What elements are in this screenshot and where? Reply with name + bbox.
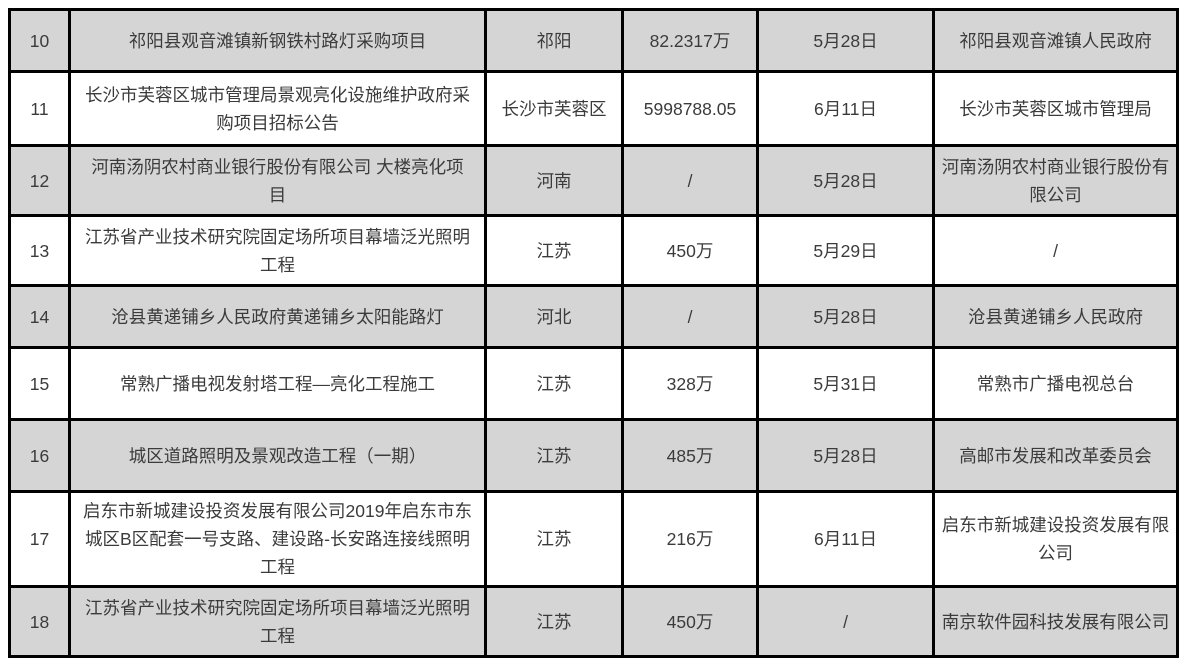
cell-row-number: 10 xyxy=(8,8,71,73)
cell-row-number: 17 xyxy=(8,490,71,588)
table-row: 10 祁阳县观音滩镇新钢铁村路灯采购项目 祁阳 82.2317万 5月28日 祁… xyxy=(8,8,1179,73)
cell-amount: 450万 xyxy=(621,585,759,658)
table-body: 10 祁阳县观音滩镇新钢铁村路灯采购项目 祁阳 82.2317万 5月28日 祁… xyxy=(8,8,1179,658)
cell-date: 5月29日 xyxy=(756,214,935,287)
table-row: 13 江苏省产业技术研究院固定场所项目幕墙泛光照明工程 江苏 450万 5月29… xyxy=(8,214,1179,287)
cell-row-number: 13 xyxy=(8,214,71,287)
cell-region: 江苏 xyxy=(484,346,624,421)
cell-row-number: 14 xyxy=(8,284,71,349)
cell-amount: 450万 xyxy=(621,214,759,287)
cell-project-name: 沧县黄递铺乡人民政府黄递铺乡太阳能路灯 xyxy=(68,284,487,349)
cell-row-number: 16 xyxy=(8,418,71,493)
cell-project-name: 河南汤阴农村商业银行股份有限公司 大楼亮化项目 xyxy=(68,144,487,217)
table-row: 17 启东市新城建设投资发展有限公司2019年启东市东城区B区配套一号支路、建设… xyxy=(8,490,1179,588)
cell-amount: 82.2317万 xyxy=(621,8,759,73)
cell-organization: 高邮市发展和改革委员会 xyxy=(932,418,1179,493)
cell-project-name: 城区道路照明及景观改造工程（一期） xyxy=(68,418,487,493)
cell-row-number: 15 xyxy=(8,346,71,421)
procurement-table: 10 祁阳县观音滩镇新钢铁村路灯采购项目 祁阳 82.2317万 5月28日 祁… xyxy=(8,8,1179,658)
cell-row-number: 18 xyxy=(8,585,71,658)
cell-date: 6月11日 xyxy=(756,70,935,147)
cell-organization: / xyxy=(932,214,1179,287)
cell-date: 5月28日 xyxy=(756,144,935,217)
cell-region: 河南 xyxy=(484,144,624,217)
cell-region: 江苏 xyxy=(484,490,624,588)
cell-amount: 216万 xyxy=(621,490,759,588)
cell-organization: 南京软件园科技发展有限公司 xyxy=(932,585,1179,658)
cell-region: 河北 xyxy=(484,284,624,349)
table-row: 15 常熟广播电视发射塔工程—亮化工程施工 江苏 328万 5月31日 常熟市广… xyxy=(8,346,1179,421)
cell-region: 江苏 xyxy=(484,418,624,493)
cell-date: 5月31日 xyxy=(756,346,935,421)
cell-project-name: 常熟广播电视发射塔工程—亮化工程施工 xyxy=(68,346,487,421)
cell-region: 江苏 xyxy=(484,585,624,658)
cell-date: 6月11日 xyxy=(756,490,935,588)
cell-row-number: 11 xyxy=(8,70,71,147)
cell-row-number: 12 xyxy=(8,144,71,217)
cell-organization: 祁阳县观音滩镇人民政府 xyxy=(932,8,1179,73)
table-row: 16 城区道路照明及景观改造工程（一期） 江苏 485万 5月28日 高邮市发展… xyxy=(8,418,1179,493)
cell-region: 祁阳 xyxy=(484,8,624,73)
cell-region: 江苏 xyxy=(484,214,624,287)
cell-project-name: 祁阳县观音滩镇新钢铁村路灯采购项目 xyxy=(68,8,487,73)
cell-amount: 485万 xyxy=(621,418,759,493)
cell-date: 5月28日 xyxy=(756,8,935,73)
cell-organization: 常熟市广播电视总台 xyxy=(932,346,1179,421)
table-row: 12 河南汤阴农村商业银行股份有限公司 大楼亮化项目 河南 / 5月28日 河南… xyxy=(8,144,1179,217)
cell-amount: 328万 xyxy=(621,346,759,421)
table-row: 14 沧县黄递铺乡人民政府黄递铺乡太阳能路灯 河北 / 5月28日 沧县黄递铺乡… xyxy=(8,284,1179,349)
cell-project-name: 江苏省产业技术研究院固定场所项目幕墙泛光照明工程 xyxy=(68,585,487,658)
cell-project-name: 江苏省产业技术研究院固定场所项目幕墙泛光照明工程 xyxy=(68,214,487,287)
cell-organization: 长沙市芙蓉区城市管理局 xyxy=(932,70,1179,147)
cell-organization: 沧县黄递铺乡人民政府 xyxy=(932,284,1179,349)
cell-date: / xyxy=(756,585,935,658)
cell-amount: 5998788.05 xyxy=(621,70,759,147)
cell-region: 长沙市芙蓉区 xyxy=(484,70,624,147)
cell-organization: 启东市新城建设投资发展有限公司 xyxy=(932,490,1179,588)
cell-project-name: 启东市新城建设投资发展有限公司2019年启东市东城区B区配套一号支路、建设路-长… xyxy=(68,490,487,588)
cell-date: 5月28日 xyxy=(756,284,935,349)
table-row: 18 江苏省产业技术研究院固定场所项目幕墙泛光照明工程 江苏 450万 / 南京… xyxy=(8,585,1179,658)
cell-date: 5月28日 xyxy=(756,418,935,493)
cell-amount: / xyxy=(621,144,759,217)
cell-organization: 河南汤阴农村商业银行股份有限公司 xyxy=(932,144,1179,217)
cell-amount: / xyxy=(621,284,759,349)
table-row: 11 长沙市芙蓉区城市管理局景观亮化设施维护政府采购项目招标公告 长沙市芙蓉区 … xyxy=(8,70,1179,147)
cell-project-name: 长沙市芙蓉区城市管理局景观亮化设施维护政府采购项目招标公告 xyxy=(68,70,487,147)
